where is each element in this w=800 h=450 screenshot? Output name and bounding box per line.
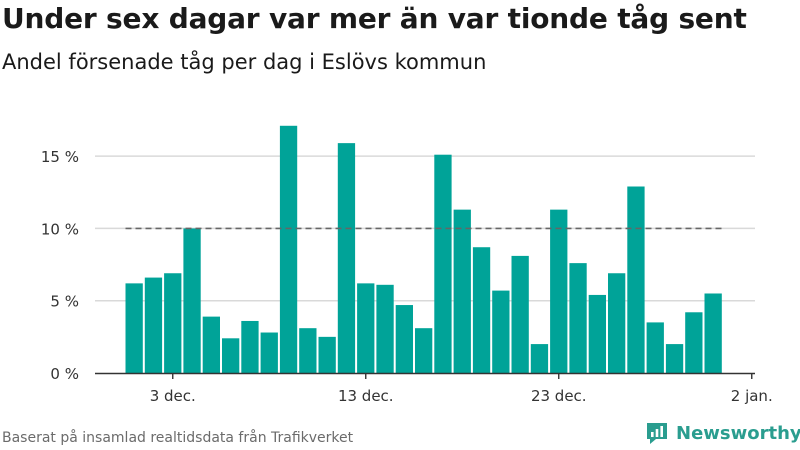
bar	[434, 154, 452, 373]
bar	[376, 284, 394, 373]
bar	[164, 273, 182, 373]
bar	[665, 344, 684, 373]
bar	[144, 277, 163, 373]
bar	[202, 316, 220, 373]
chart-title: Under sex dagar var mer än var tionde tå…	[2, 2, 747, 35]
bar	[279, 125, 298, 373]
x-tick-label: 13 dec.	[338, 387, 394, 405]
bar	[299, 328, 317, 373]
bar	[453, 209, 471, 373]
source-note: Baserat på insamlad realtidsdata från Tr…	[2, 430, 354, 446]
bar	[395, 305, 413, 373]
bar	[415, 328, 433, 373]
x-tick-label: 2 jan.	[731, 387, 773, 405]
bar	[492, 290, 510, 373]
bar	[704, 293, 722, 373]
bar	[511, 255, 529, 373]
x-tick-label: 23 dec.	[531, 387, 587, 405]
y-tick-label: 10 %	[41, 220, 79, 238]
newsworthy-logo: Newsworthy	[644, 420, 800, 446]
grid-lines	[95, 155, 755, 302]
bar	[357, 283, 375, 373]
bar	[472, 247, 491, 373]
y-tick-label: 5 %	[50, 293, 79, 311]
x-axis-ticks: 3 dec. 13 dec. 23 dec. 2 jan.	[150, 373, 773, 405]
bar	[588, 294, 606, 373]
chart-subtitle: Andel försenade tåg per dag i Eslövs kom…	[2, 50, 487, 74]
bar	[569, 263, 587, 373]
bars	[125, 125, 722, 373]
bar	[337, 143, 356, 373]
bar	[318, 336, 336, 373]
bar	[530, 344, 549, 373]
bar	[125, 283, 143, 373]
bar	[608, 273, 626, 373]
newsworthy-brand-text: Newsworthy	[676, 422, 800, 444]
y-tick-label: 15 %	[41, 148, 79, 166]
newsworthy-logo-icon	[647, 423, 667, 444]
bar	[222, 338, 240, 373]
bar	[646, 322, 664, 373]
bar	[260, 332, 278, 373]
y-tick-label: 0 %	[50, 365, 79, 383]
bar	[550, 209, 568, 373]
bar	[685, 312, 703, 373]
y-axis-ticks: 0 % 5 % 10 % 15 %	[41, 148, 79, 383]
bar	[627, 186, 645, 373]
x-tick-label: 3 dec.	[150, 387, 196, 405]
bar	[241, 320, 259, 373]
bar	[183, 228, 201, 373]
